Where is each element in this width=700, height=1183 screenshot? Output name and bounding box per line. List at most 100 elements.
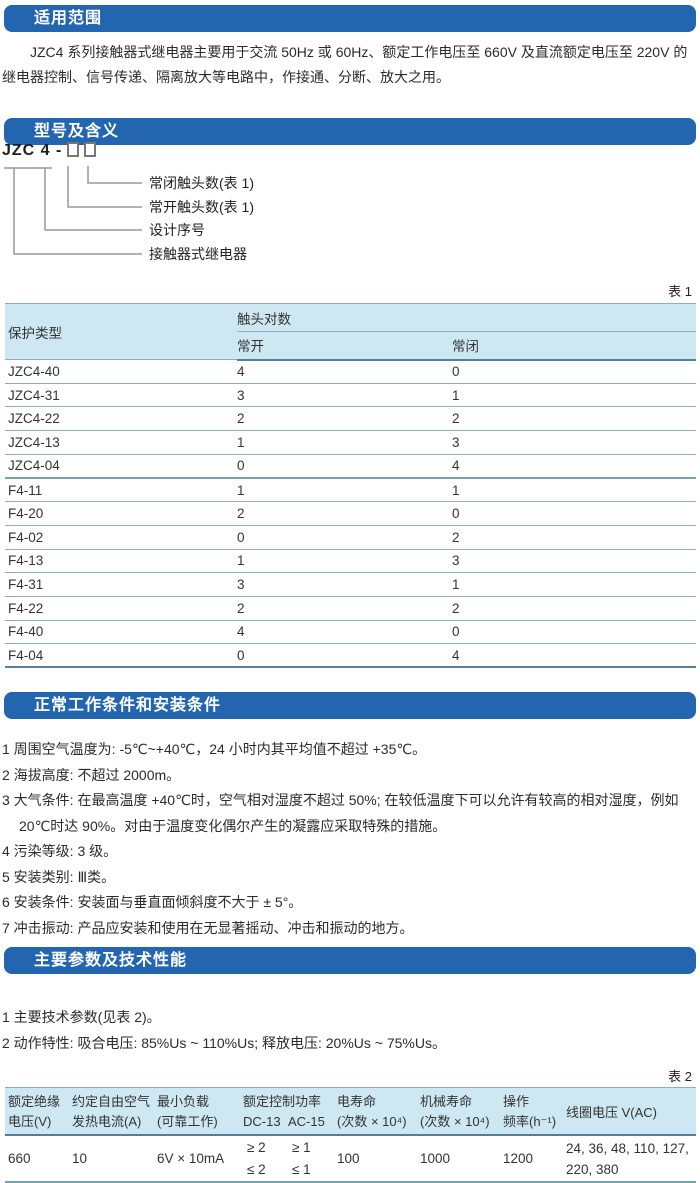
model-label-no: 常开触头数(表 1) [149, 199, 254, 215]
table-row: F4-40 4 0 [5, 619, 696, 644]
nc-cell: 2 [452, 595, 696, 621]
no-cell: 4 [237, 359, 452, 384]
nc-cell: 0 [452, 501, 696, 526]
col-header-protection-type: 保护类型 [5, 303, 237, 360]
model-cell: F4-20 [5, 501, 237, 526]
section-title: 适用范围 [34, 10, 103, 27]
model-cell: F4-11 [5, 476, 237, 502]
list-item: 1 主要技术参数(见表 2)。 [2, 1009, 161, 1025]
table-row: F4-22 2 2 [5, 595, 696, 621]
no-cell: 0 [237, 453, 452, 478]
model-cell: JZC4-31 [5, 382, 237, 407]
col-header-coil-voltage: 线圈电压 V(AC) [566, 1104, 658, 1120]
col-header-mechanical-life: 机械寿命 (次数 × 10⁴) [420, 1094, 490, 1129]
table1-caption: 表 1 [668, 284, 692, 299]
params-list: 1 主要技术参数(见表 2)。 2 动作特性: 吸合电压: 85%Us ~ 11… [2, 1004, 697, 1056]
col-header-dc13: DC-13 [243, 1114, 281, 1129]
nc-cell: 3 [452, 548, 696, 573]
col-header-min-load: 最小负载 (可靠工作) [157, 1094, 218, 1129]
col-header-rated-control-power: 额定控制功率 DC-13 AC-15 [243, 1090, 337, 1132]
conditions-list: 1 周围空气温度为: -5℃~+40℃，24 小时内其平均值不超过 +35℃。 … [2, 737, 697, 941]
no-cell: 3 [237, 382, 452, 407]
table-row: F4-02 0 2 [5, 524, 696, 549]
mechanical-life-cell: 1000 [420, 1151, 451, 1166]
model-code-text: JZC 4 - [2, 142, 63, 159]
section-header-scope: 适用范围 [4, 5, 696, 32]
nc-cell: 0 [452, 619, 696, 644]
no-cell: 2 [237, 501, 452, 526]
col-header-contact-pairs: 触头对数 [237, 303, 696, 332]
min-load-cell: 6V × 10mA [157, 1151, 225, 1166]
table2-data-row: 660 10 6V × 10mA ≥ 2 ≤ 2 ≥ 1 ≤ 1 100 100… [5, 1136, 696, 1181]
table-row: F4-13 1 3 [5, 548, 696, 573]
scope-paragraph: JZC4 系列接触器式继电器主要用于交流 50Hz 或 60Hz、额定工作电压至… [2, 44, 688, 85]
col-header-normally-open: 常开 [237, 331, 452, 361]
table-row: F4-04 0 4 [5, 643, 696, 668]
no-cell: 3 [237, 572, 452, 597]
section-title: 正常工作条件和安装条件 [34, 697, 222, 714]
model-cell: F4-02 [5, 524, 237, 549]
col-header-operating-frequency: 操作 频率(h⁻¹) [503, 1094, 557, 1129]
section-header-params: 主要参数及技术性能 [4, 947, 696, 974]
model-cell: JZC4-40 [5, 359, 237, 384]
model-designation-diagram: JZC 4 - 常闭触头数(表 1) 常开触头数(表 1) 设计序号 接触器式继… [2, 142, 422, 270]
list-item: 5 安装类别: Ⅲ类。 [2, 868, 116, 885]
section-header-model: 型号及含义 [4, 118, 696, 145]
nc-cell: 1 [452, 572, 696, 597]
no-cell: 4 [237, 619, 452, 644]
table-row: JZC4-22 2 2 [5, 406, 696, 431]
thermal-current-cell: 10 [72, 1151, 88, 1166]
col-header-insulation-voltage: 额定绝缘 电压(V) [8, 1094, 61, 1129]
nc-cell: 0 [452, 359, 696, 384]
digit-box-icon [67, 142, 80, 157]
model-cell: F4-31 [5, 572, 237, 597]
model-cell: F4-22 [5, 595, 237, 621]
model-label-nc: 常闭触头数(表 1) [149, 175, 254, 191]
table2-header-row: 额定绝缘 电压(V) 约定自由空气 发热电流(A) 最小负载 (可靠工作) 额定… [5, 1088, 696, 1136]
list-item: 3 大气条件: 在最高温度 +40℃时，空气相对湿度不超过 50%; 在较低温度… [2, 792, 679, 834]
coil-voltage-cell: 24, 36, 48, 110, 127, 220, 380 [566, 1140, 689, 1177]
section-title: 型号及含义 [34, 123, 120, 140]
table1-subheader-row: 常开 常闭 [5, 331, 696, 361]
no-cell: 0 [237, 643, 452, 668]
nc-cell: 2 [452, 524, 696, 549]
digit-box-icon [84, 142, 97, 157]
model-cell: JZC4-22 [5, 406, 237, 431]
table-row: F4-31 3 1 [5, 572, 696, 597]
nc-cell: 4 [452, 453, 696, 478]
table-row: JZC4-31 3 1 [5, 382, 696, 407]
model-code: JZC 4 - [2, 142, 97, 160]
table1-contact-pairs: 保护类型 触头对数 常开 常闭 JZC4-40 4 0 JZC4-31 3 1 JZC4… [5, 303, 696, 669]
model-label-design: 设计序号 [149, 222, 205, 238]
model-cell: F4-04 [5, 643, 237, 668]
no-cell: 1 [237, 548, 452, 573]
electrical-life-cell: 100 [337, 1151, 360, 1166]
list-item: 7 冲击振动: 产品应安装和使用在无显著摇动、冲击和振动的地方。 [2, 919, 414, 936]
ac15-cell: ≥ 1 ≤ 1 [292, 1139, 311, 1177]
no-cell: 1 [237, 430, 452, 455]
col-header-electrical-life: 电寿命 (次数 × 10⁴) [337, 1094, 407, 1129]
no-cell: 2 [237, 595, 452, 621]
table2-technical-parameters: 额定绝缘 电压(V) 约定自由空气 发热电流(A) 最小负载 (可靠工作) 额定… [5, 1087, 696, 1183]
dc13-cell: ≥ 2 ≤ 2 [247, 1139, 266, 1177]
model-label-relay: 接触器式继电器 [149, 246, 247, 262]
list-item: 1 周围空气温度为: -5℃~+40℃，24 小时内其平均值不超过 +35℃。 [2, 741, 427, 757]
nc-cell: 2 [452, 406, 696, 431]
col-header-ac15: AC-15 [288, 1114, 325, 1129]
table2-caption: 表 2 [668, 1069, 692, 1084]
model-cell: JZC4-13 [5, 430, 237, 455]
operating-frequency-cell: 1200 [503, 1151, 534, 1166]
no-cell: 0 [237, 524, 452, 549]
model-cell: JZC4-04 [5, 453, 237, 478]
list-item: 2 海拔高度: 不超过 2000m。 [2, 766, 181, 783]
section-title: 主要参数及技术性能 [34, 952, 188, 969]
table-row: F4-11 1 1 [5, 476, 696, 502]
no-cell: 1 [237, 476, 452, 502]
model-cell: F4-40 [5, 619, 237, 644]
model-cell: F4-13 [5, 548, 237, 573]
table-row: JZC4-40 4 0 [5, 359, 696, 384]
insulation-voltage-cell: 660 [8, 1151, 31, 1166]
col-header-thermal-current: 约定自由空气 发热电流(A) [72, 1094, 151, 1129]
table-row: JZC4-04 0 4 [5, 453, 696, 478]
